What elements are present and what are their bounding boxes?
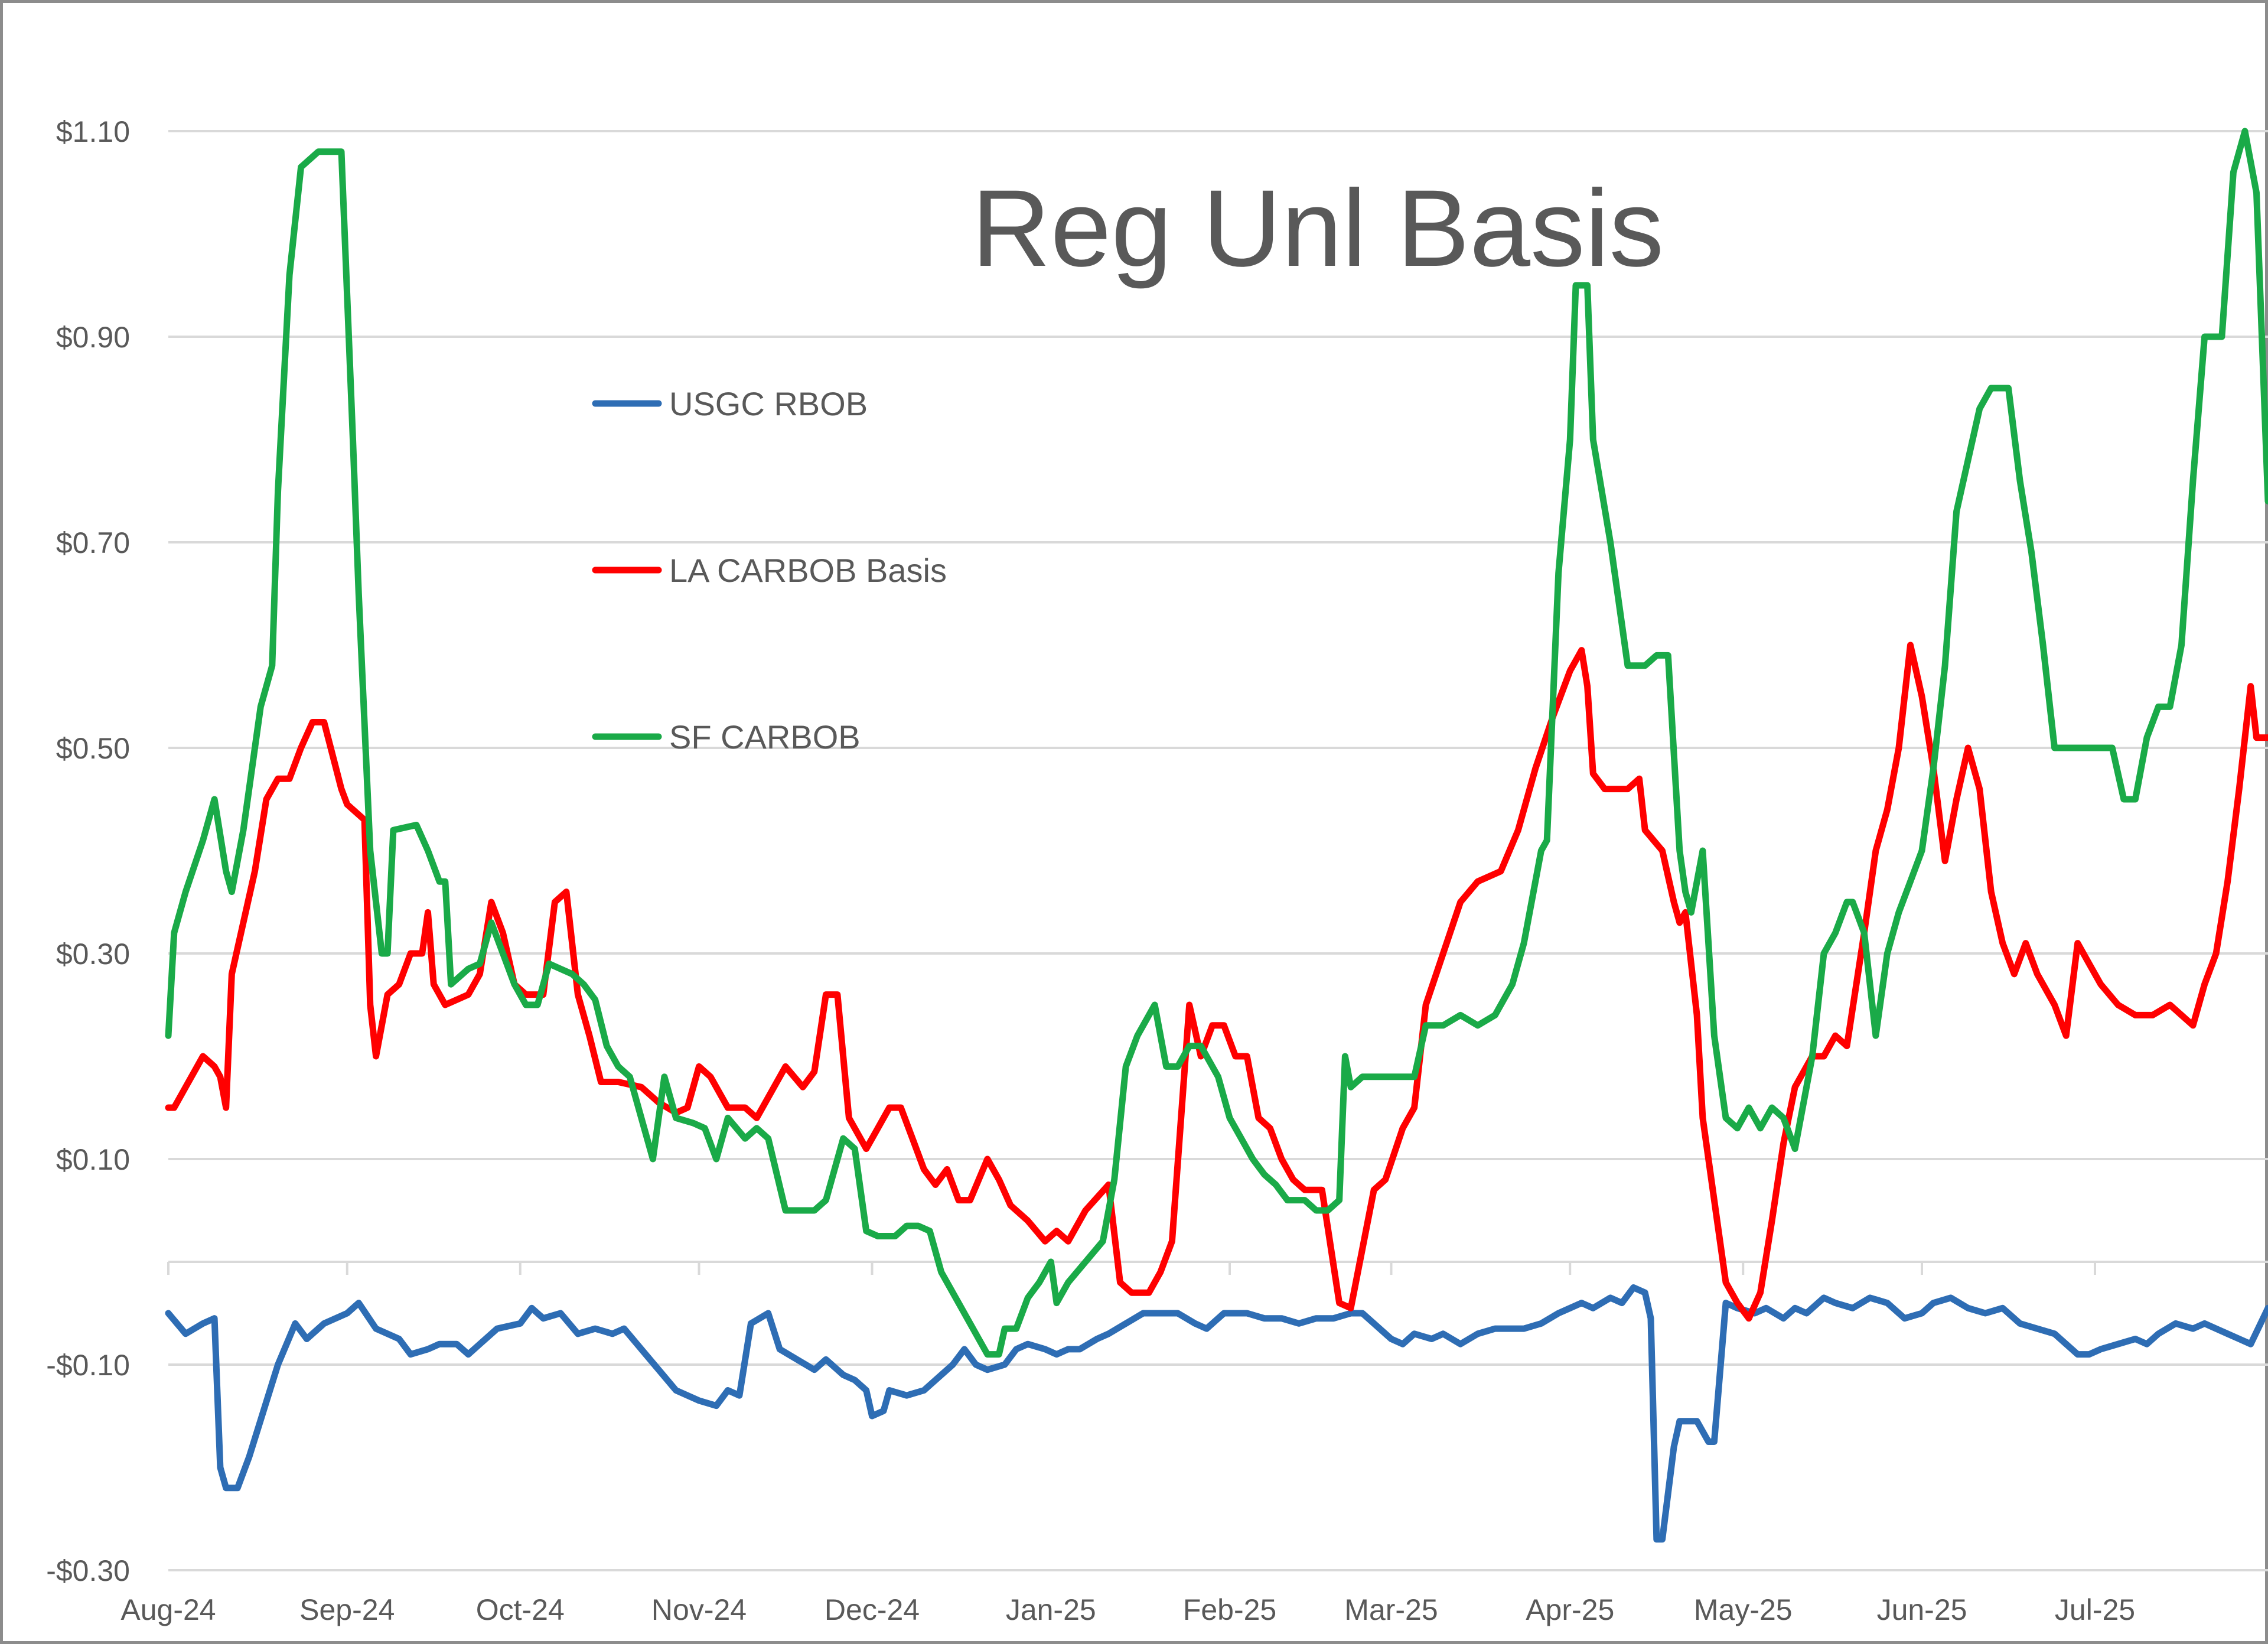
y-tick-label: $0.90 xyxy=(56,321,130,354)
y-tick-label: $0.70 xyxy=(56,526,130,559)
x-tick-label: Jun-25 xyxy=(1877,1593,1967,1626)
x-tick-label: Dec-24 xyxy=(825,1593,920,1626)
legend-label-sf-carbob: SF CARBOB xyxy=(669,718,861,756)
x-tick-label: Apr-25 xyxy=(1526,1593,1614,1626)
legend: USGC RBOB LA CARBOB Basis SF CARBOB xyxy=(592,385,947,756)
gridlines xyxy=(168,130,2268,1571)
chart-canvas: -$0.30 -$0.10 $0.10 $0.30 $0.50 $0.70 $0.90 $1.… xyxy=(46,115,2268,1626)
x-axis xyxy=(167,1261,2268,1275)
chart-title: Reg Unl Basis xyxy=(972,168,1664,289)
y-tick-label: -$0.30 xyxy=(46,1554,130,1587)
y-tick-label: $0.10 xyxy=(56,1143,130,1176)
y-tick-label: $1.10 xyxy=(56,115,130,148)
y-axis-tick-labels: -$0.30 -$0.10 $0.10 $0.30 $0.50 $0.70 $0.90 $1.… xyxy=(46,115,130,1587)
x-tick-label: Jan-25 xyxy=(1006,1593,1096,1626)
x-tick-label: Mar-25 xyxy=(1344,1593,1438,1626)
x-tick-label: Aug-24 xyxy=(120,1593,216,1626)
y-tick-label: -$0.10 xyxy=(46,1349,130,1382)
x-tick-label: Nov-24 xyxy=(651,1593,747,1626)
x-axis-tick-labels: Aug-24 Sep-24 Oct-24 Nov-24 Dec-24 Jan-25 Feb-… xyxy=(120,1593,2135,1626)
x-tick-label: Feb-25 xyxy=(1183,1593,1276,1626)
y-tick-label: $0.50 xyxy=(56,732,130,765)
x-tick-label: Oct-24 xyxy=(476,1593,565,1626)
series-lines xyxy=(165,128,2268,1543)
x-tick-label: Jul-25 xyxy=(2055,1593,2135,1626)
x-tick-label: Sep-24 xyxy=(299,1593,395,1626)
legend-label-usgc-rbob: USGC RBOB xyxy=(669,385,868,422)
x-tick-label: May-25 xyxy=(1694,1593,1793,1626)
series-line-sf-carbob xyxy=(165,128,2268,1358)
series-line-usgc-rbob xyxy=(165,1284,2268,1543)
series-line-la-carbob-basis xyxy=(165,642,2268,1322)
legend-label-la-carbob-basis: LA CARBOB Basis xyxy=(669,552,947,589)
y-tick-label: $0.30 xyxy=(56,938,130,971)
